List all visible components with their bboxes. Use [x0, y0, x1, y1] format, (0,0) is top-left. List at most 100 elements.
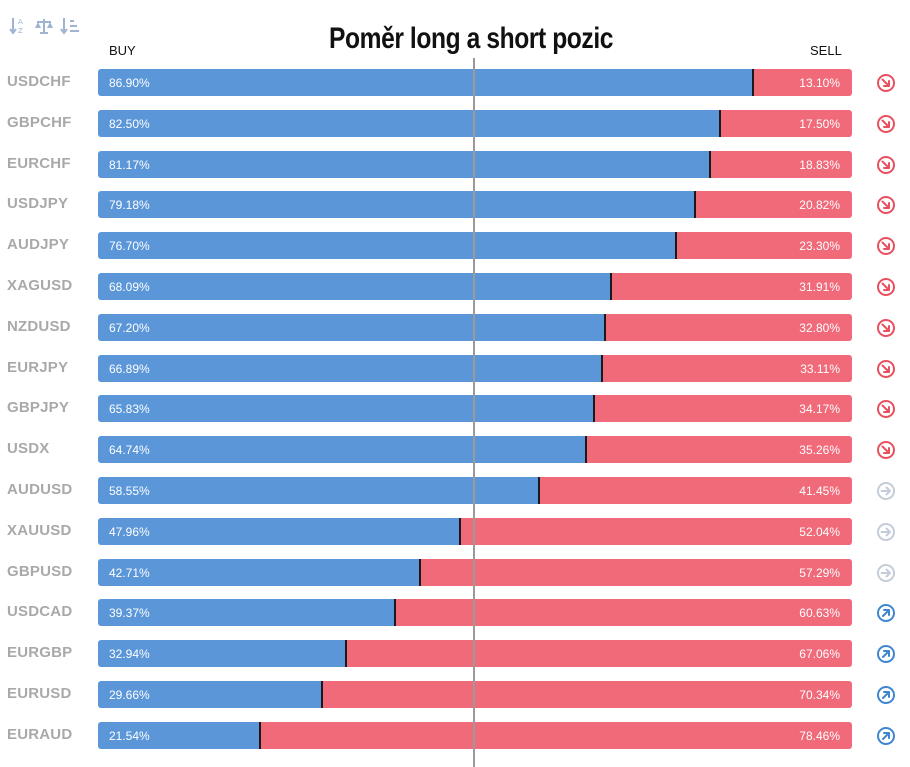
- sell-bar: [539, 477, 852, 504]
- buy-value-label: 67.20%: [109, 320, 150, 335]
- buy-bar: [98, 150, 711, 178]
- symbol-label[interactable]: EURUSD: [7, 685, 72, 702]
- symbol-label[interactable]: USDX: [7, 440, 50, 458]
- symbol-label[interactable]: GBPJPY: [7, 399, 70, 417]
- table-row[interactable]: XAUUSD 47.96% 52.04%: [0, 517, 910, 545]
- buy-bar: [98, 313, 605, 341]
- sell-bar: [611, 273, 852, 300]
- symbol-label[interactable]: EURGBP: [7, 644, 73, 662]
- buy-bar: [98, 109, 721, 137]
- table-row[interactable]: GBPJPY 65.83% 34.17%: [0, 395, 910, 423]
- trend-up-icon: [877, 604, 895, 623]
- sell-bar: [753, 69, 852, 96]
- svg-text:A: A: [18, 18, 23, 26]
- table-row[interactable]: NZDUSD 67.20% 32.80%: [0, 313, 910, 341]
- buy-bar: [98, 558, 421, 586]
- buy-value-label: 64.74%: [109, 443, 150, 458]
- sell-value-label: 33.11%: [800, 361, 840, 376]
- symbol-label[interactable]: XAUUSD: [7, 521, 72, 539]
- table-row[interactable]: AUDJPY 76.70% 23.30%: [0, 232, 910, 260]
- table-row[interactable]: EURCHF 81.17% 18.83%: [0, 150, 910, 178]
- bar-divider: [419, 558, 422, 586]
- symbol-label[interactable]: USDCHF: [7, 73, 71, 90]
- buy-value-label: 82.50%: [109, 116, 150, 131]
- bar-divider: [585, 436, 588, 464]
- table-row[interactable]: USDCAD 39.37% 60.63%: [0, 599, 910, 627]
- sell-bar: [695, 191, 852, 219]
- sell-value-label: 23.30%: [799, 239, 840, 254]
- table-row[interactable]: GBPCHF 82.50% 17.50%: [0, 109, 910, 137]
- bar-divider: [601, 354, 604, 382]
- buy-value-label: 47.96%: [109, 524, 150, 539]
- table-row[interactable]: EURGBP 32.94% 67.06%: [0, 640, 910, 668]
- trend-down-icon: [877, 318, 895, 337]
- buy-bar: [98, 721, 261, 749]
- sell-value-label: 32.80%: [799, 320, 840, 335]
- bar-divider: [345, 640, 348, 668]
- bar-divider: [719, 109, 722, 137]
- bar-divider: [259, 721, 262, 749]
- table-row[interactable]: USDX 64.74% 35.26%: [0, 436, 910, 464]
- table-row[interactable]: EURUSD 29.66% 70.34%: [0, 681, 910, 708]
- sell-bar: [676, 232, 852, 260]
- sell-bar: [420, 558, 852, 586]
- toolbar: A Z: [8, 16, 80, 36]
- sell-value-label: 18.83%: [799, 157, 840, 172]
- chart-title: Poměr long a short pozic: [328, 22, 614, 55]
- sell-value-label: 78.46%: [799, 728, 840, 743]
- table-row[interactable]: EURJPY 66.89% 33.11%: [0, 354, 910, 382]
- symbol-label[interactable]: NZDUSD: [7, 317, 71, 335]
- sort-alpha-icon[interactable]: A Z: [8, 16, 28, 36]
- sell-bar: [602, 354, 852, 382]
- buy-bar: [98, 395, 595, 423]
- trend-up-icon: [877, 645, 895, 664]
- table-row[interactable]: GBPUSD 42.71% 57.29%: [0, 558, 910, 586]
- balance-icon[interactable]: [34, 16, 54, 36]
- buy-bar: [98, 436, 587, 464]
- sell-bar: [459, 517, 852, 545]
- table-row[interactable]: USDCHF 86.90% 13.10%: [0, 69, 910, 96]
- svg-text:Z: Z: [18, 27, 23, 35]
- buy-bar: [98, 640, 347, 668]
- sell-bar: [260, 721, 852, 749]
- table-row[interactable]: USDJPY 79.18% 20.82%: [0, 191, 910, 219]
- bar-divider: [709, 150, 712, 178]
- symbol-label[interactable]: GBPUSD: [7, 562, 73, 580]
- table-row[interactable]: XAGUSD 68.09% 31.91%: [0, 273, 910, 300]
- sell-bar: [394, 599, 852, 627]
- sell-bar: [710, 150, 852, 178]
- symbol-label[interactable]: GBPCHF: [7, 113, 72, 131]
- sell-column-label: SELL: [810, 43, 842, 58]
- symbol-label[interactable]: USDJPY: [7, 195, 69, 213]
- buy-bar: [98, 354, 603, 382]
- trend-down-icon: [877, 237, 895, 256]
- bar-divider: [538, 477, 541, 504]
- symbol-label[interactable]: EURCHF: [7, 154, 71, 172]
- sort-amount-icon[interactable]: [60, 16, 80, 36]
- trend-down-icon: [877, 441, 895, 460]
- symbol-label[interactable]: USDCAD: [7, 603, 73, 621]
- symbol-label[interactable]: AUDJPY: [7, 236, 70, 254]
- sell-value-label: 31.91%: [799, 280, 840, 294]
- symbol-label[interactable]: EURJPY: [7, 358, 69, 376]
- sell-bar: [586, 436, 852, 464]
- buy-value-label: 81.17%: [109, 157, 150, 172]
- symbol-label[interactable]: EURAUD: [7, 725, 73, 743]
- sell-value-label: 17.50%: [799, 116, 840, 131]
- bar-divider: [752, 69, 755, 96]
- table-row[interactable]: EURAUD 21.54% 78.46%: [0, 721, 910, 749]
- sell-value-label: 35.26%: [799, 443, 840, 458]
- sell-bar: [604, 313, 852, 341]
- table-row[interactable]: AUDUSD 58.55% 41.45%: [0, 477, 910, 504]
- buy-bar: [98, 232, 677, 260]
- sell-value-label: 60.63%: [799, 606, 840, 621]
- sell-value-label: 34.17%: [799, 402, 840, 417]
- sell-value-label: 70.34%: [799, 688, 840, 702]
- trend-down-icon: [877, 74, 895, 92]
- sell-value-label: 52.04%: [799, 524, 840, 539]
- symbol-label[interactable]: AUDUSD: [7, 481, 73, 498]
- buy-value-label: 65.83%: [109, 402, 150, 417]
- symbol-label[interactable]: XAGUSD: [7, 277, 73, 294]
- bar-divider: [603, 313, 606, 341]
- sell-bar: [720, 109, 852, 137]
